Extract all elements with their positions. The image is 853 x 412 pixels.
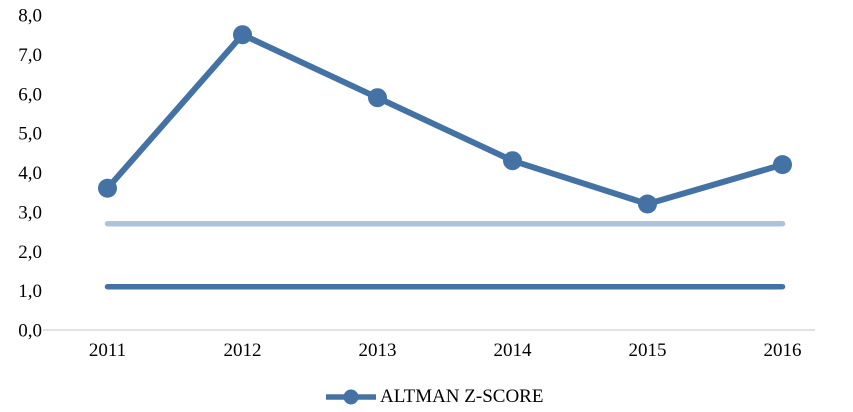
y-tick-label-2-0: 2,0 <box>18 242 42 263</box>
data-point-2012 <box>233 25 252 45</box>
x-tick-label-2013: 2013 <box>359 340 397 361</box>
chart-legend: ALTMAN Z-SCORE <box>326 385 543 409</box>
y-tick-label-3-0: 3,0 <box>18 202 42 223</box>
legend-label: ALTMAN Z-SCORE <box>380 386 544 407</box>
data-point-2011 <box>98 178 117 198</box>
y-tick-label-6-0: 6,0 <box>18 84 42 105</box>
y-tick-label-5-0: 5,0 <box>18 124 42 145</box>
data-point-2013 <box>368 88 387 108</box>
series-line-altman-z-score <box>104 31 786 207</box>
y-tick-label-4-0: 4,0 <box>18 163 42 184</box>
data-point-2014 <box>503 151 522 171</box>
y-tick-label-1-0: 1,0 <box>18 281 42 302</box>
y-tick-label-7-0: 7,0 <box>18 45 42 66</box>
x-tick-label-2014: 2014 <box>494 340 533 361</box>
legend-line-marker-icon <box>326 389 376 405</box>
x-tick-label-2012: 2012 <box>224 340 262 361</box>
x-tick-label-2016: 2016 <box>764 340 802 361</box>
x-tick-label-2015: 2015 <box>629 340 667 361</box>
data-point-2016 <box>773 155 792 175</box>
data-point-2015 <box>638 194 657 214</box>
x-tick-label-2011: 2011 <box>89 340 126 361</box>
y-tick-label-8-0: 8,0 <box>18 6 42 27</box>
y-tick-label-0-0: 0,0 <box>18 321 42 342</box>
